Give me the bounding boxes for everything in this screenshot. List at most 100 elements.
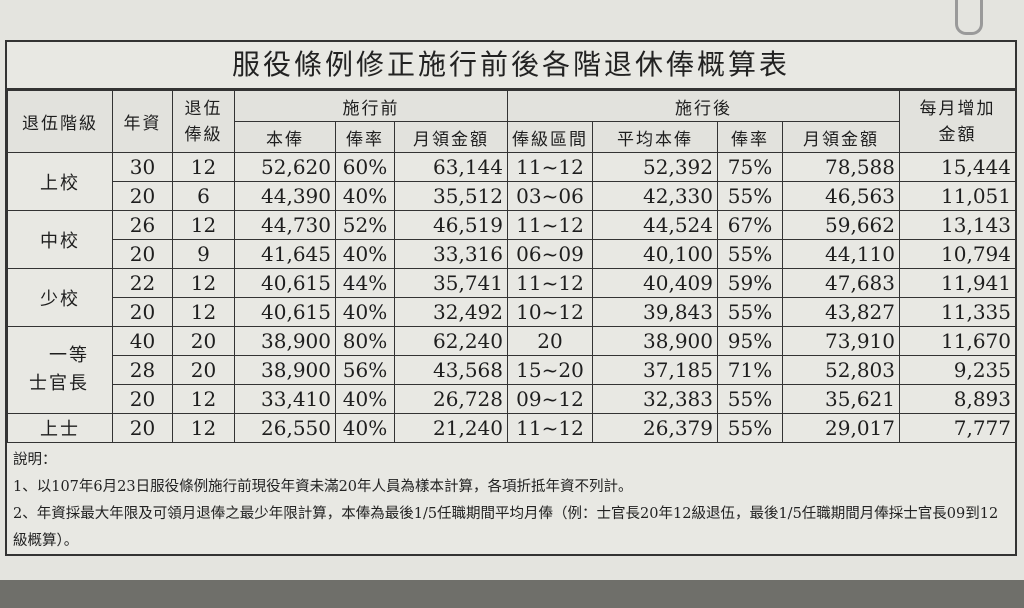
table-cell: 67% [717, 210, 783, 240]
table-cell: 80% [335, 326, 395, 356]
retirement-pay-table-sheet: 服役條例修正施行前後各階退休俸概算表 退伍階級 年資 退伍俸級 施行前 施行後 … [5, 40, 1017, 556]
table-row: 28 20 38,900 56% 43,568 15~20 37,185 71% 52,803 9… [8, 355, 1016, 385]
table-cell: 6 [172, 181, 235, 211]
rank-label: 上士 [40, 419, 80, 440]
table-cell: 11,670 [899, 326, 1016, 356]
table-cell: 13,143 [899, 210, 1016, 240]
table-cell: 40% [335, 384, 395, 414]
table-cell: 42,330 [592, 181, 718, 211]
rank-cell: 中校 [7, 210, 113, 269]
table-cell: 40% [335, 181, 395, 211]
table-cell: 11,941 [899, 268, 1016, 298]
table-cell: 55% [717, 384, 783, 414]
table-cell: 40,100 [592, 239, 718, 269]
table-cell: 37,185 [592, 355, 718, 385]
table-cell: 22 [112, 268, 173, 298]
table-cell: 26,379 [592, 413, 718, 443]
table-row: 上士 20 12 26,550 40% 21,240 11~12 26,379 55% 29,01… [7, 413, 1016, 443]
table-cell: 38,900 [592, 326, 718, 356]
table-cell: 20 [172, 355, 235, 385]
note-item: 2、年資採最大年限及可領月退俸之最少年限計算，本俸為最後1/5任職期間平均月俸（… [13, 506, 999, 549]
table-cell: 52,620 [234, 152, 336, 182]
table-cell: 56% [335, 355, 395, 385]
table-cell: 20 [112, 239, 173, 269]
subheader-cell: 月領金額 [782, 121, 900, 153]
table-cell: 55% [717, 297, 783, 327]
table-cell: 32,492 [394, 297, 508, 327]
header-grade: 退伍俸級 [172, 90, 235, 153]
table-cell: 44,390 [234, 181, 336, 211]
rank-label: 中校 [40, 230, 80, 252]
table-cell: 9 [172, 239, 235, 269]
table-cell: 20 [112, 384, 173, 414]
table-cell: 59% [717, 268, 783, 298]
paper-clip-icon [955, 0, 983, 35]
table-row: 20 9 41,645 40% 33,316 06~09 40,100 55% 44,110 10… [8, 239, 1016, 269]
table-cell: 15~20 [507, 355, 593, 385]
table-cell: 32,383 [592, 384, 718, 414]
table-cell: 78,588 [782, 152, 900, 182]
table-cell: 12 [172, 384, 235, 414]
table-cell: 40,615 [234, 297, 336, 327]
table-cell: 47,683 [782, 268, 900, 298]
subheader-cell: 俸級區間 [507, 121, 593, 153]
table-cell: 40% [335, 413, 395, 443]
table-cell: 60% [335, 152, 395, 182]
table-cell: 20 [172, 326, 235, 356]
table-cell: 52% [335, 210, 395, 240]
page-title: 服役條例修正施行前後各階退休俸概算表 [7, 42, 1015, 90]
table-cell: 55% [717, 413, 783, 443]
table-cell: 09~12 [507, 384, 593, 414]
table-cell: 73,910 [782, 326, 900, 356]
note-item: 1、以107年6月23日服役條例施行前現役年資未滿20年人員為樣本計算，各項折抵… [13, 479, 633, 495]
table-cell: 38,900 [234, 355, 336, 385]
table-cell: 46,563 [782, 181, 900, 211]
table-cell: 35,512 [394, 181, 508, 211]
table-cell: 20 [112, 297, 173, 327]
subheader-cell: 月領金額 [394, 121, 508, 153]
document-photo: 服役條例修正施行前後各階退休俸概算表 退伍階級 年資 退伍俸級 施行前 施行後 … [0, 0, 1024, 580]
table-cell: 20 [112, 413, 173, 443]
subheader-cell: 俸率 [335, 121, 395, 153]
table-cell: 21,240 [394, 413, 508, 443]
table-cell: 20 [507, 326, 593, 356]
header-after: 施行後 [507, 90, 900, 122]
table-cell: 29,017 [782, 413, 900, 443]
table-cell: 40 [112, 326, 173, 356]
table-cell: 12 [172, 152, 235, 182]
rank-cell: 上校 [7, 152, 113, 211]
rank-cell: 一等士官長 [7, 326, 113, 414]
table-row: 20 6 44,390 40% 35,512 03~06 42,330 55% 46,563 11… [8, 181, 1016, 211]
table-cell: 15,444 [899, 152, 1016, 182]
rank-cell: 上士 [7, 413, 113, 443]
table-cell: 35,741 [394, 268, 508, 298]
table-cell: 44,730 [234, 210, 336, 240]
table-cell: 06~09 [507, 239, 593, 269]
table-cell: 38,900 [234, 326, 336, 356]
table-cell: 59,662 [782, 210, 900, 240]
table-cell: 03~06 [507, 181, 593, 211]
table-cell: 75% [717, 152, 783, 182]
table-cell: 52,803 [782, 355, 900, 385]
rank-label: 上校 [40, 172, 80, 194]
table-cell: 43,827 [782, 297, 900, 327]
table-cell: 26,728 [394, 384, 508, 414]
rank-label: 一等士官長 [29, 345, 89, 394]
table-row: 上校 30 12 52,620 60% 63,144 11~12 52,392 75% 78,58… [7, 152, 1016, 211]
table-cell: 62,240 [394, 326, 508, 356]
table-cell: 40% [335, 239, 395, 269]
table-cell: 11~12 [507, 268, 593, 298]
table-cell: 55% [717, 181, 783, 211]
rank-cell: 少校 [7, 268, 113, 327]
subheader-cell: 本俸 [234, 121, 336, 153]
table-cell: 33,410 [234, 384, 336, 414]
subheader-cell: 平均本俸 [592, 121, 718, 153]
table-cell: 46,519 [394, 210, 508, 240]
table-cell: 28 [112, 355, 173, 385]
table-cell: 26,550 [234, 413, 336, 443]
notes-section: 說明： 1、以107年6月23日服役條例施行前現役年資未滿20年人員為樣本計算，… [7, 443, 1015, 559]
table-cell: 41,645 [234, 239, 336, 269]
table-row: 一等士官長 40 20 38,900 80% 62,240 20 38,900 95% 73,91… [7, 326, 1016, 414]
table-cell: 40,409 [592, 268, 718, 298]
table-cell: 33,316 [394, 239, 508, 269]
